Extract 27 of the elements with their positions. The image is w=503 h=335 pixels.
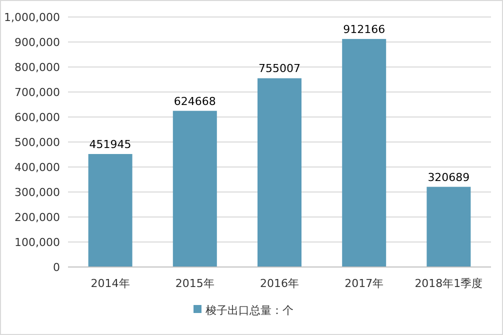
y-tick-label: 1,000,000 <box>4 10 60 24</box>
y-tick-label: 600,000 <box>14 110 60 124</box>
bar <box>88 154 132 267</box>
bar <box>342 38 386 267</box>
bar <box>426 186 471 267</box>
data-label: 624668 <box>174 94 216 108</box>
x-tick-label: 2018年1季度 <box>414 277 483 290</box>
x-tick-label: 2017年 <box>344 277 384 290</box>
data-label: 755007 <box>258 62 300 76</box>
y-tick-label: 700,000 <box>14 86 60 99</box>
bar <box>172 110 217 267</box>
x-tick-label: 2015年 <box>175 277 214 290</box>
data-label: 451945 <box>89 138 132 152</box>
y-tick-label: 200,000 <box>14 210 60 224</box>
y-tick-label: 800,000 <box>14 60 60 74</box>
y-tick-label: 0 <box>53 260 60 274</box>
bar <box>258 78 302 267</box>
data-label: 912166 <box>343 22 386 36</box>
y-tick-label: 300,000 <box>14 186 60 199</box>
x-tick-label: 2014年 <box>90 277 130 290</box>
y-tick-label: 500,000 <box>14 136 60 149</box>
y-tick-label: 400,000 <box>14 160 60 174</box>
legend-label: 梭子出口总量：个 <box>206 304 294 317</box>
y-tick-label: 900,000 <box>14 36 60 49</box>
data-label: 320689 <box>428 170 470 184</box>
y-tick-label: 100,000 <box>14 236 60 249</box>
x-tick-label: 2016年 <box>260 277 299 290</box>
